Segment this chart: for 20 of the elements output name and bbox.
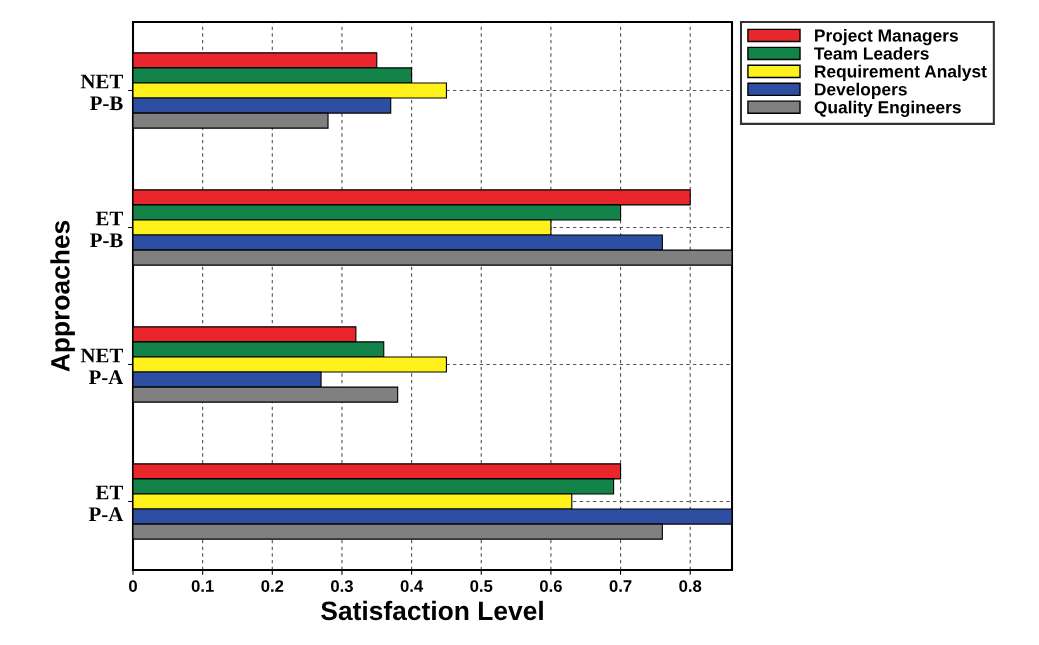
- y-tick-label: NET P-B: [80, 74, 123, 111]
- x-tick-label: 0.3: [331, 580, 353, 592]
- y-tick-label: NET P-A: [80, 348, 124, 385]
- x-tick-label: 0: [129, 580, 137, 592]
- y-axis-title: Approaches: [50, 220, 75, 372]
- legend-label: Requirement Analyst: [815, 64, 987, 82]
- y-tick-label: ET P-B: [90, 211, 123, 248]
- y-tick-label: ET P-A: [88, 485, 124, 522]
- x-axis-title: Satisfaction Level: [321, 600, 543, 621]
- x-tick-label: 0.2: [261, 580, 284, 592]
- x-tick-label: 0.1: [191, 580, 214, 592]
- legend-label: Team Leaders: [814, 46, 929, 60]
- legend-label: Quality Engineers: [814, 100, 961, 117]
- legend-label: Project Managers: [815, 28, 958, 46]
- legend-label: Developers: [815, 82, 907, 99]
- x-tick-label: 0.6: [539, 580, 562, 592]
- x-tick-label: 0.4: [400, 580, 424, 592]
- x-tick-label: 0.7: [609, 580, 632, 592]
- x-tick-label: 0.8: [679, 580, 702, 592]
- x-tick-label: 0.5: [470, 580, 493, 592]
